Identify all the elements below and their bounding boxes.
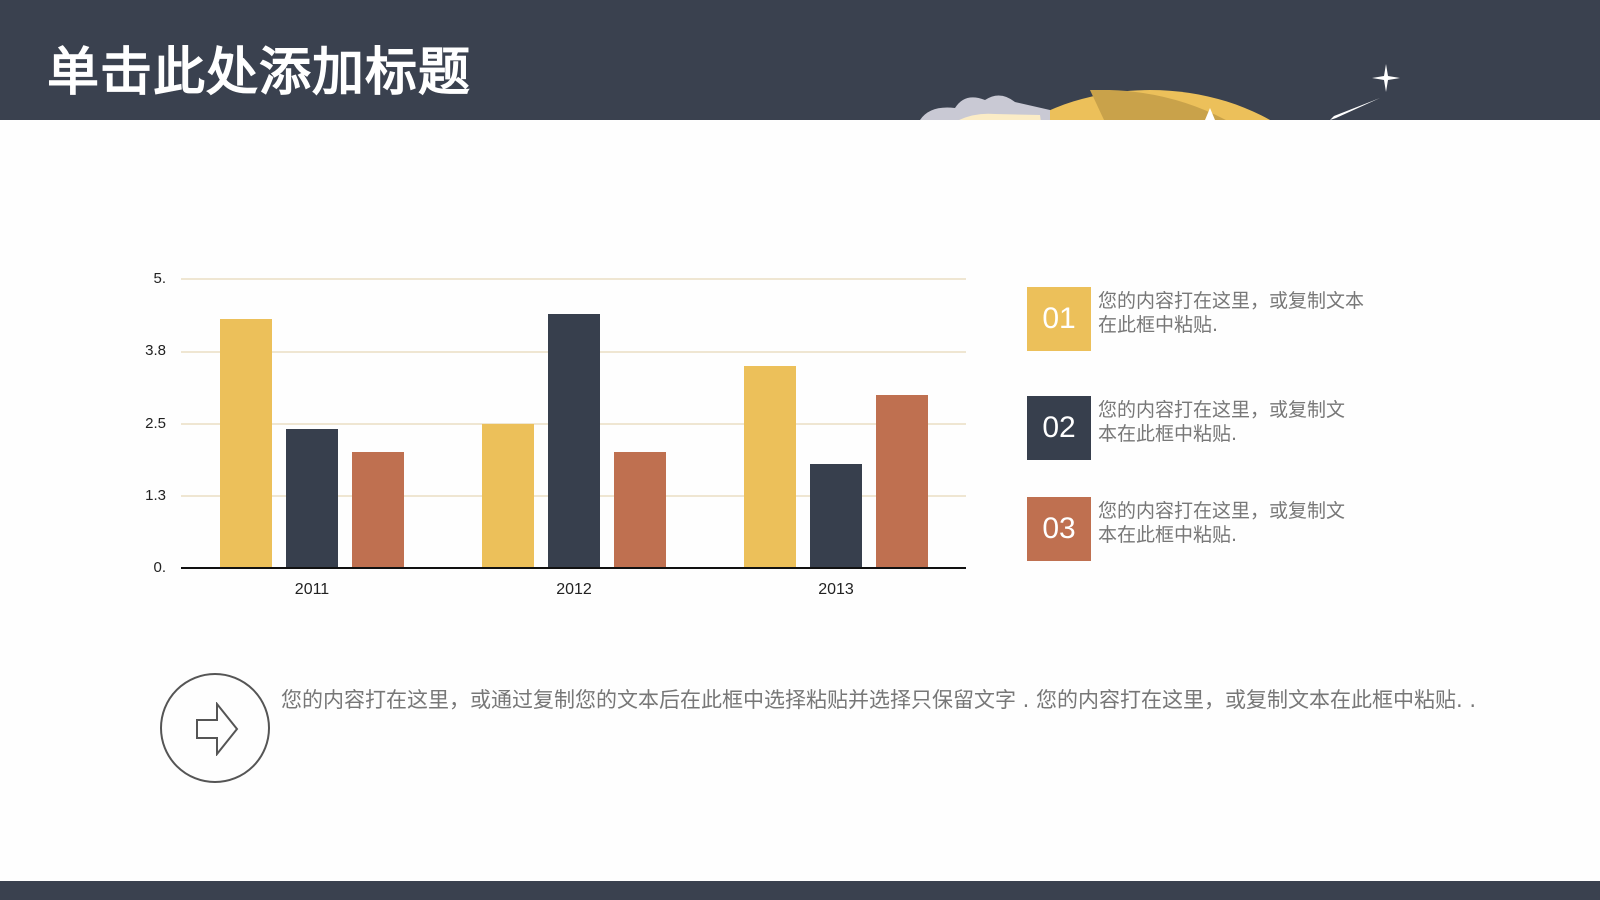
header-bar: 单击此处添加标题 [0, 0, 1600, 120]
footer-bar [0, 881, 1600, 900]
arrow-right-icon [196, 702, 239, 756]
slide-title[interactable]: 单击此处添加标题 [47, 43, 472, 103]
y-tick-1.3: 1.3 [145, 487, 166, 504]
bar-chart: 5. 3.8 2.5 1.3 0. 2011 2012 2013 [0, 0, 1000, 620]
legend-text: 您的内容打在这里，或复制文本在此框中粘贴. [1098, 290, 1365, 336]
x-label-2013: 2013 [818, 581, 854, 598]
legend-number-badge: 03 [1027, 497, 1091, 561]
bar-2013-series-01[interactable] [744, 365, 796, 568]
x-label-2011: 2011 [294, 581, 330, 598]
arrow-circle-button[interactable] [160, 673, 270, 783]
legend-text: 您的内容打在这里，或复制文本在此框中粘贴. [1098, 500, 1346, 546]
moon-decoration-icon [920, 90, 1270, 120]
x-label-2012: 2012 [556, 581, 592, 598]
star-icon [1372, 64, 1400, 92]
legend-item-03[interactable]: 03 您的内容打在这里，或复制文本在此框中粘贴. [1027, 497, 1407, 563]
bar-2012-series-03[interactable] [614, 452, 666, 568]
legend-number-badge: 01 [1027, 287, 1091, 351]
gridline [181, 278, 966, 280]
shooting-star-icon [1330, 98, 1380, 120]
y-tick-0: 0. [153, 559, 166, 576]
bar-2011-series-03[interactable] [352, 452, 404, 568]
bar-2013-series-02[interactable] [810, 463, 862, 568]
y-tick-3.8: 3.8 [145, 342, 166, 359]
legend-item-02[interactable]: 02 您的内容打在这里，或复制文本在此框中粘贴. [1027, 396, 1407, 462]
y-tick-5: 5. [153, 270, 166, 287]
bar-2012-series-01[interactable] [482, 423, 534, 568]
description-text[interactable]: 您的内容打在这里，或通过复制您的文本后在此框中选择粘贴并选择只保留文字 . 您的… [281, 688, 1477, 712]
bar-2011-series-01[interactable] [220, 319, 272, 568]
legend-number-badge: 02 [1027, 396, 1091, 460]
bar-2012-series-02[interactable] [548, 313, 600, 568]
legend-text: 您的内容打在这里，或复制文本在此框中粘贴. [1098, 399, 1346, 445]
x-axis-line [181, 567, 966, 569]
bar-2011-series-02[interactable] [286, 429, 338, 568]
legend-item-01[interactable]: 01 您的内容打在这里，或复制文本在此框中粘贴. [1027, 287, 1407, 353]
y-tick-2.5: 2.5 [145, 415, 166, 432]
bar-2013-series-03[interactable] [876, 394, 928, 568]
